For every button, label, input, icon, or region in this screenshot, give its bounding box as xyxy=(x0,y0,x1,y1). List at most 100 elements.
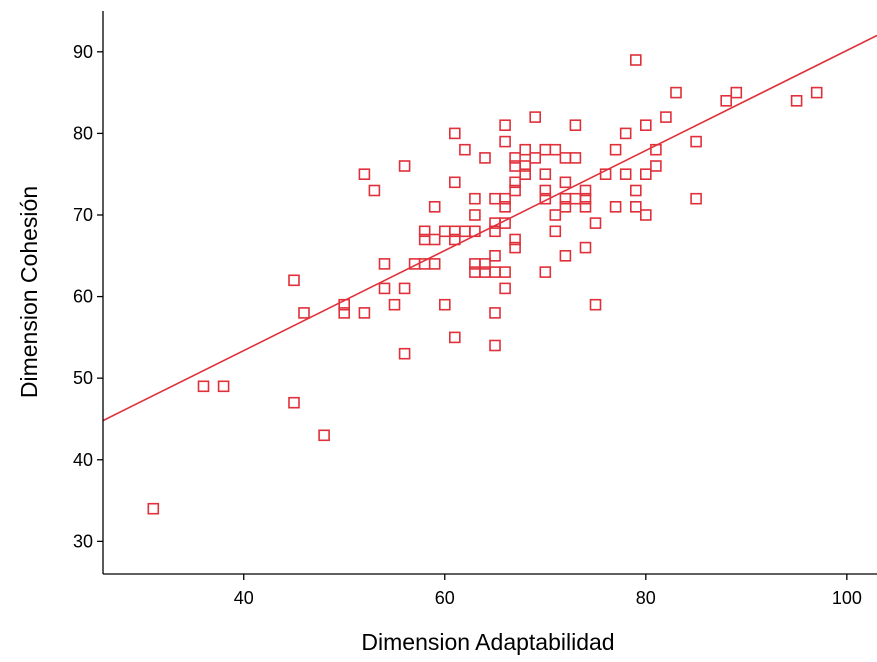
x-tick-label: 40 xyxy=(234,588,254,608)
y-tick-label: 80 xyxy=(73,123,93,143)
data-point xyxy=(549,225,562,238)
data-point xyxy=(509,152,521,164)
data-point xyxy=(448,176,461,189)
data-point xyxy=(459,143,471,156)
data-point xyxy=(428,201,441,213)
data-point xyxy=(569,192,582,205)
data-point xyxy=(217,380,230,393)
data-point xyxy=(428,258,441,270)
data-point xyxy=(469,192,481,205)
data-point xyxy=(589,217,602,229)
data-point xyxy=(509,241,521,254)
data-point xyxy=(539,266,552,278)
data-point xyxy=(579,184,592,197)
data-point xyxy=(639,168,652,180)
data-point xyxy=(529,111,542,123)
data-point xyxy=(489,250,501,262)
data-point xyxy=(609,201,622,213)
data-point xyxy=(670,86,682,99)
data-point xyxy=(479,152,491,164)
data-point xyxy=(629,54,642,66)
data-point xyxy=(720,95,733,107)
data-point xyxy=(690,135,702,148)
data-point xyxy=(509,233,521,246)
data-point xyxy=(388,298,401,311)
data-point xyxy=(629,201,642,213)
data-point xyxy=(489,192,501,205)
data-points xyxy=(147,54,823,515)
x-tick-label: 100 xyxy=(832,588,862,608)
data-point xyxy=(448,233,461,246)
data-point xyxy=(609,143,622,156)
data-point xyxy=(398,160,411,172)
data-point xyxy=(599,168,612,180)
data-point xyxy=(619,127,632,140)
x-tick-label: 60 xyxy=(435,588,455,608)
data-point xyxy=(469,209,481,221)
data-point xyxy=(288,396,300,409)
y-tick-label: 60 xyxy=(73,287,93,307)
data-point xyxy=(448,127,461,140)
data-point xyxy=(438,298,451,311)
data-point xyxy=(438,225,451,238)
y-tick-label: 40 xyxy=(73,450,93,470)
y-tick-label: 90 xyxy=(73,42,93,62)
data-point xyxy=(489,266,501,278)
x-axis-label: Dimension Adaptabilidad xyxy=(361,629,614,655)
data-point xyxy=(810,86,823,99)
fit-line xyxy=(102,34,877,422)
y-axis-label: Dimension Cohesión xyxy=(16,186,42,398)
data-point xyxy=(559,250,572,262)
data-point xyxy=(539,184,552,197)
data-point xyxy=(569,119,582,131)
data-point xyxy=(338,307,351,319)
data-point xyxy=(579,201,592,213)
data-point xyxy=(589,298,602,311)
data-point xyxy=(499,201,511,213)
data-point xyxy=(448,331,461,344)
data-point xyxy=(479,258,491,270)
data-point xyxy=(418,225,431,238)
y-tick-label: 70 xyxy=(73,205,93,225)
data-point xyxy=(398,282,411,295)
data-point xyxy=(499,282,511,295)
data-point xyxy=(619,168,632,180)
data-point xyxy=(378,282,391,295)
data-point xyxy=(559,152,572,164)
data-point xyxy=(499,192,511,205)
data-point xyxy=(509,176,521,189)
data-point xyxy=(539,168,552,180)
data-point xyxy=(650,160,662,172)
y-axis-ticks: 30 40 50 60 70 80 90 xyxy=(73,42,103,551)
data-point xyxy=(358,168,371,180)
y-tick-label: 50 xyxy=(73,368,93,388)
data-point xyxy=(639,209,652,221)
data-point xyxy=(579,192,592,205)
fit-line-group xyxy=(102,34,877,422)
data-point xyxy=(660,111,672,123)
data-point xyxy=(790,95,803,107)
data-point xyxy=(579,241,592,254)
data-point xyxy=(519,143,532,156)
data-point xyxy=(730,86,743,99)
data-point xyxy=(489,307,501,319)
data-point xyxy=(569,152,582,164)
data-point xyxy=(559,176,572,189)
data-point xyxy=(499,135,511,148)
data-point xyxy=(318,429,330,442)
data-point xyxy=(459,225,471,238)
data-point xyxy=(398,347,411,360)
y-tick-label: 30 xyxy=(73,531,93,551)
data-point xyxy=(489,339,501,352)
data-point xyxy=(629,184,642,197)
data-point xyxy=(499,119,511,131)
data-point xyxy=(549,209,562,221)
data-point xyxy=(288,274,300,287)
data-point xyxy=(519,168,532,180)
data-point xyxy=(639,119,652,131)
x-tick-label: 80 xyxy=(636,588,656,608)
data-point xyxy=(559,201,572,213)
x-axis-ticks: 40 60 80 100 xyxy=(234,574,862,608)
data-point xyxy=(499,266,511,278)
data-point xyxy=(549,143,562,156)
